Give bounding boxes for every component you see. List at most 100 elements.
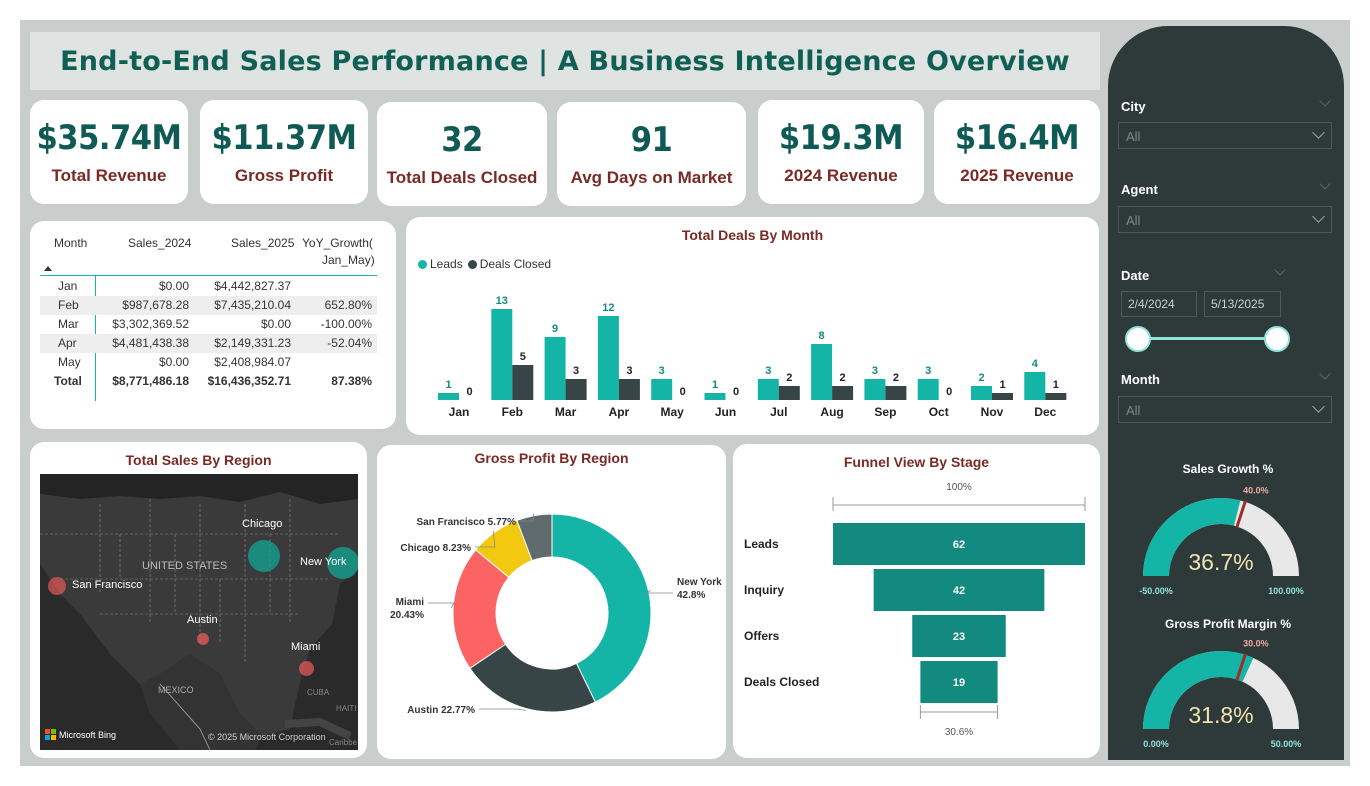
kpi-2024-revenue[interactable]: $19.3M 2024 Revenue	[758, 100, 924, 204]
data-label: 3	[925, 365, 931, 377]
map-bubble-new-york[interactable]	[327, 547, 358, 579]
table-total-row: Total $8,771,486.18 $16,436,352.71 87.38…	[40, 372, 377, 391]
bar-deals-closed[interactable]	[778, 386, 800, 400]
kpi-value: 91	[630, 120, 673, 160]
map-bubble-san-francisco[interactable]	[48, 577, 66, 595]
gauge-target-label: 30.0%	[1243, 638, 1269, 648]
funnel-stage-label: Leads	[744, 537, 779, 551]
data-label: 1	[999, 379, 1005, 391]
bar-deals-closed[interactable]	[618, 379, 640, 400]
slice-label: Austin 22.77%	[407, 705, 475, 716]
gauge-min-label: -50.00%	[1139, 586, 1173, 596]
gross-profit-donut: New York 42.8% Austin 22.77% Miami 20.43% Chi…	[390, 513, 722, 716]
column-header-sales-2025[interactable]: Sales_2025	[231, 236, 295, 250]
date-end-input[interactable]: 5/13/2025	[1204, 291, 1281, 317]
city-label: San Francisco	[72, 579, 143, 591]
month-dropdown-value: All	[1126, 403, 1141, 418]
data-label: 0	[733, 386, 739, 398]
funnel-bar-inquiry[interactable]	[873, 569, 1045, 611]
city-dropdown-value: All	[1126, 129, 1141, 144]
funnel-bar-deals-closed[interactable]	[920, 661, 998, 703]
funnel-bottom-percent: 30.6%	[945, 727, 973, 738]
map-bubble-austin[interactable]	[197, 633, 209, 645]
gauge-target-label: 40.0%	[1243, 485, 1269, 495]
bar-leads[interactable]	[704, 393, 726, 400]
data-label: 3	[872, 365, 878, 377]
gauge-target-marker	[1235, 653, 1247, 681]
cell-month: May	[58, 355, 81, 369]
data-label: 2	[840, 372, 846, 384]
kpi-gross-profit[interactable]: $11.37M Gross Profit	[200, 100, 368, 204]
bar-leads[interactable]	[864, 379, 886, 400]
cell-sales-2024: $0.00	[158, 355, 189, 369]
deals-by-month-card: Total Deals By Month Leads Deals Closed …	[406, 217, 1099, 435]
bar-deals-closed[interactable]	[565, 379, 587, 400]
title-bar: End-to-End Sales Performance | A Busines…	[30, 32, 1100, 90]
bar-leads[interactable]	[1024, 372, 1046, 400]
column-header-month[interactable]: Month	[54, 236, 88, 250]
bar-leads[interactable]	[491, 309, 513, 400]
date-slider-end-handle[interactable]	[1264, 326, 1290, 352]
data-label: 2	[786, 372, 792, 384]
bar-deals-closed[interactable]	[1045, 393, 1067, 400]
column-header-yoy-growth[interactable]: YoY_Growth(	[302, 236, 373, 250]
table-row[interactable]: Mar $3,302,369.52 $0.00 -100.00%	[40, 315, 377, 334]
table-row[interactable]: Jan $0.00 $4,442,827.37	[40, 277, 377, 296]
data-label: 9	[552, 323, 558, 335]
bar-deals-closed[interactable]	[885, 386, 907, 400]
chevron-down-icon	[1312, 400, 1325, 413]
slice-label: San Francisco 5.77%	[417, 517, 517, 528]
leader-line	[520, 513, 535, 522]
bar-leads[interactable]	[651, 379, 673, 400]
sales-growth-gauge: 40.0% 36.7% -50.00% 100.00%	[1139, 485, 1304, 596]
kpi-total-revenue[interactable]: $35.74M Total Revenue	[30, 100, 188, 204]
bar-deals-closed[interactable]	[832, 386, 854, 400]
country-label: HAITI	[336, 704, 357, 713]
map-bubble-miami[interactable]	[299, 661, 314, 676]
bar-leads[interactable]	[544, 337, 566, 400]
funnel-bar-leads[interactable]	[833, 523, 1085, 565]
month-dropdown[interactable]: All	[1118, 396, 1332, 423]
bar-leads[interactable]	[917, 379, 939, 400]
cell-month: Feb	[58, 298, 79, 312]
date-slider-start-handle[interactable]	[1125, 326, 1151, 352]
donut-slice-austin[interactable]	[469, 643, 596, 713]
cell-sales-2025: $2,149,331.23	[214, 336, 291, 350]
funnel-bar-offers[interactable]	[912, 615, 1006, 657]
map-bubble-chicago[interactable]	[248, 540, 280, 572]
city-dropdown[interactable]: All	[1118, 122, 1332, 149]
kpi-2025-revenue[interactable]: $16.4M 2025 Revenue	[934, 100, 1100, 204]
chart-title: Gross Profit By Region	[474, 450, 629, 466]
sales-map-card: Total Sales By Region UNITED STATES MEXI…	[30, 442, 367, 758]
bar-deals-closed[interactable]	[992, 393, 1013, 400]
date-start-input[interactable]: 2/4/2024	[1121, 291, 1197, 317]
x-tick-label: Jun	[715, 405, 736, 419]
legend-label[interactable]: Leads	[430, 257, 463, 271]
bar-leads[interactable]	[438, 393, 459, 400]
table-row[interactable]: May $0.00 $2,408,984.07	[40, 353, 377, 372]
cell-yoy: -100.00%	[320, 317, 372, 331]
agent-dropdown[interactable]: All	[1118, 206, 1332, 233]
sort-ascending-icon[interactable]	[44, 266, 52, 271]
column-header-yoy-growth-line2: Jan_May)	[322, 253, 375, 267]
bar-leads[interactable]	[971, 386, 992, 400]
bar-leads[interactable]	[597, 316, 619, 400]
table-row[interactable]: Feb $987,678.28 $7,435,210.04 652.80%	[40, 296, 377, 315]
kpi-total-deals-closed[interactable]: 32 Total Deals Closed	[377, 102, 547, 206]
slice-label: Miami	[396, 597, 425, 608]
donut-slice-san-francisco[interactable]	[516, 513, 553, 562]
table-row[interactable]: Apr $4,481,438.38 $2,149,331.23 -52.04%	[40, 334, 377, 353]
region-map[interactable]: UNITED STATES MEXICO CUBA HAITI Caribbe …	[40, 474, 358, 750]
bar-deals-closed[interactable]	[512, 365, 534, 400]
legend-label[interactable]: Deals Closed	[479, 257, 552, 271]
chevron-down-icon	[1312, 210, 1325, 223]
slice-value: 42.8%	[677, 590, 705, 601]
donut-slice-new-york[interactable]	[551, 513, 652, 703]
cell-sales-2024: $4,481,438.38	[112, 336, 189, 350]
slice-value: 20.43%	[390, 610, 424, 621]
column-header-sales-2024[interactable]: Sales_2024	[128, 236, 192, 250]
date-slider-track[interactable]	[1137, 337, 1277, 340]
bar-leads[interactable]	[757, 379, 779, 400]
bar-leads[interactable]	[811, 344, 833, 400]
kpi-avg-days-on-market[interactable]: 91 Avg Days on Market	[557, 102, 746, 206]
